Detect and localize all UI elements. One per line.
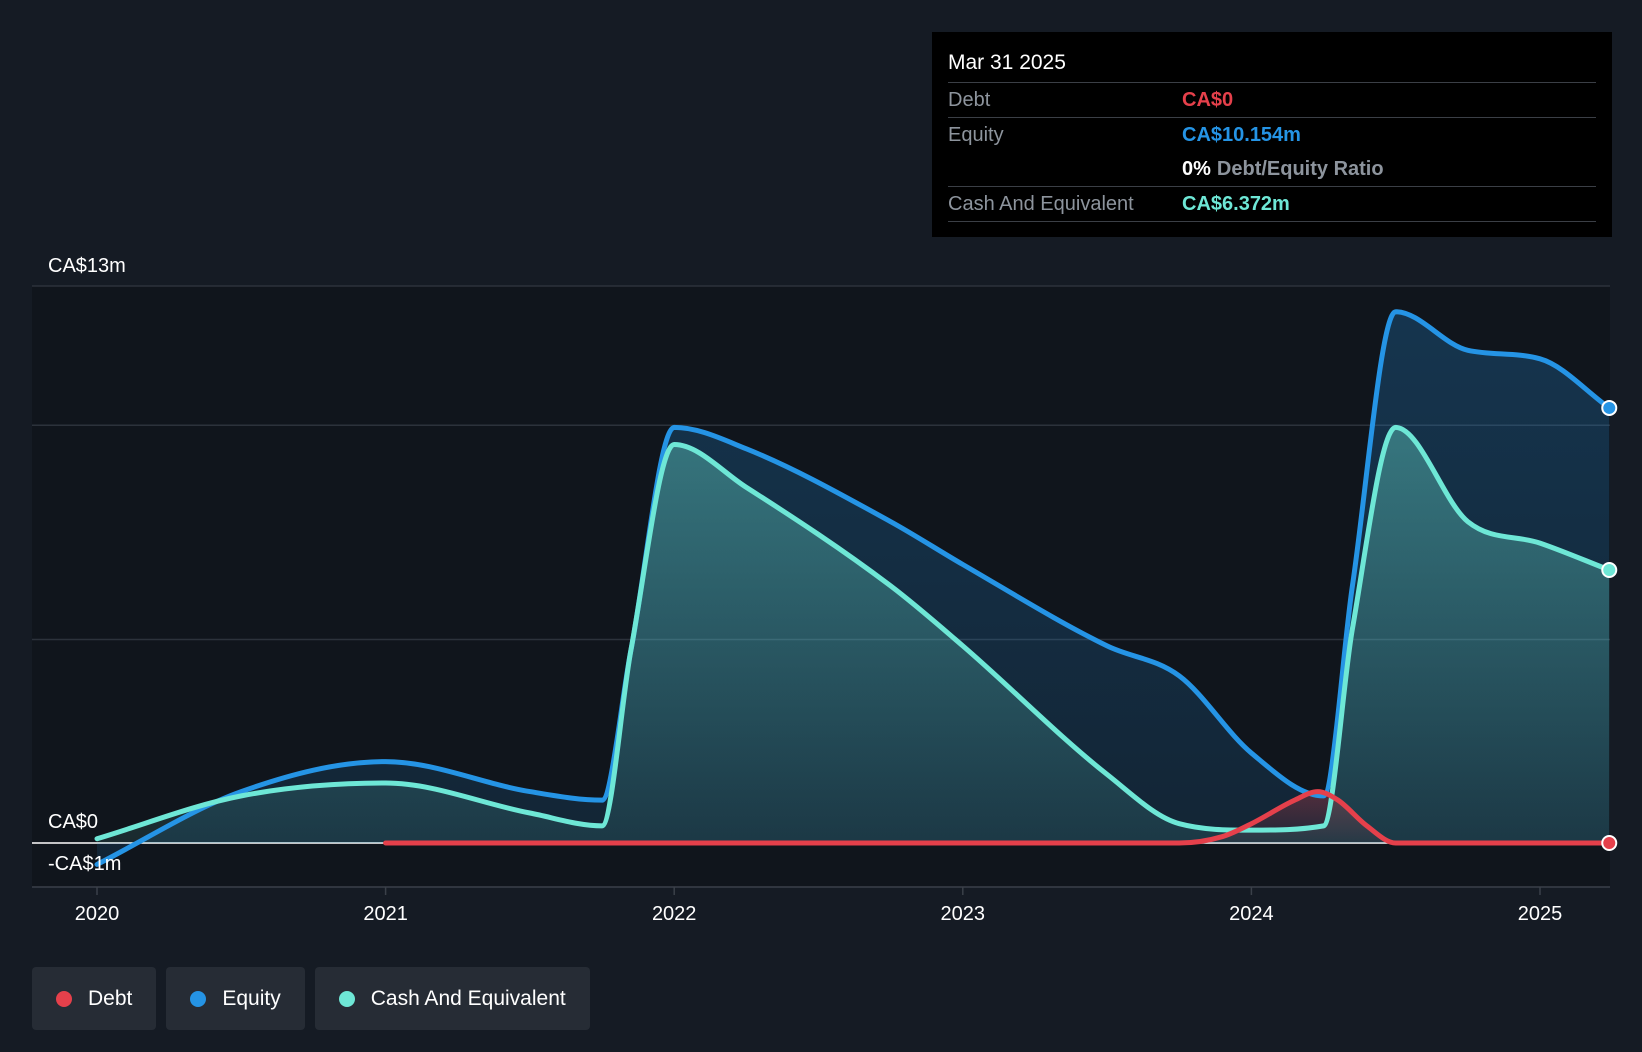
tooltip-ratio: 0% Debt/Equity Ratio: [1182, 152, 1384, 186]
tooltip-row-cash: Cash And Equivalent CA$6.372m: [948, 187, 1596, 222]
line-equity: [94, 309, 1612, 867]
x-tick-label: 2025: [1518, 903, 1563, 925]
y-tick-label: -CA$1m: [48, 853, 121, 875]
tooltip-row-ratio: 0% Debt/Equity Ratio: [948, 152, 1596, 187]
tooltip-equity-label: Equity: [948, 124, 1004, 146]
legend-dot-equity: [190, 990, 207, 1007]
series-lines: [94, 309, 1612, 867]
tooltip-row-equity: Equity CA$10.154m: [948, 118, 1596, 152]
tooltip-panel: Mar 31 2025 Debt CA$0 Equity CA$10.154m …: [932, 32, 1612, 237]
chart-legend: Debt Equity Cash And Equivalent: [32, 967, 590, 1030]
legend-label-cash: Cash And Equivalent: [370, 986, 566, 1010]
tooltip-ratio-percent: 0%: [1182, 158, 1211, 180]
legend-item-debt[interactable]: Debt: [32, 967, 157, 1030]
x-axis-labels: 2020 2021 2022 2023 2024 2025: [75, 887, 1563, 925]
tooltip-cash-label: Cash And Equivalent: [948, 193, 1134, 215]
x-tick-label: 2021: [363, 903, 408, 925]
x-tick-label: 2023: [941, 903, 986, 925]
tooltip-debt-label: Debt: [948, 89, 991, 111]
y-tick-label: CA$0: [48, 811, 98, 833]
endpoint-cash[interactable]: [1601, 561, 1618, 578]
x-tick-label: 2022: [652, 903, 697, 925]
x-tick-label: 2020: [75, 903, 120, 925]
line-cash: [94, 424, 1612, 842]
tooltip-debt-value: CA$0: [1182, 89, 1234, 111]
line-debt: [383, 789, 1612, 846]
legend-item-cash[interactable]: Cash And Equivalent: [314, 967, 590, 1030]
endpoint-debt[interactable]: [1601, 835, 1618, 851]
area-cash: [97, 427, 1610, 843]
legend-item-equity[interactable]: Equity: [166, 967, 305, 1030]
y-axis-labels: CA$13m CA$0 -CA$1m: [48, 255, 126, 875]
tooltip-row-debt: Debt CA$0: [948, 83, 1596, 118]
tooltip-date: Mar 31 2025: [948, 46, 1596, 83]
legend-dot-debt: [56, 990, 72, 1007]
endpoint-equity[interactable]: [1601, 399, 1618, 416]
legend-label-debt: Debt: [88, 986, 133, 1010]
tooltip-equity-value: CA$10.154m: [1182, 124, 1301, 146]
series-endpoints: [1601, 399, 1618, 851]
legend-dot-cash: [338, 990, 355, 1007]
x-tick-label: 2024: [1229, 903, 1274, 925]
y-tick-label: CA$13m: [48, 255, 126, 277]
tooltip-cash-value: CA$6.372m: [1182, 193, 1290, 215]
legend-label-equity: Equity: [222, 986, 281, 1010]
tooltip-ratio-label: Debt/Equity Ratio: [1216, 158, 1384, 180]
